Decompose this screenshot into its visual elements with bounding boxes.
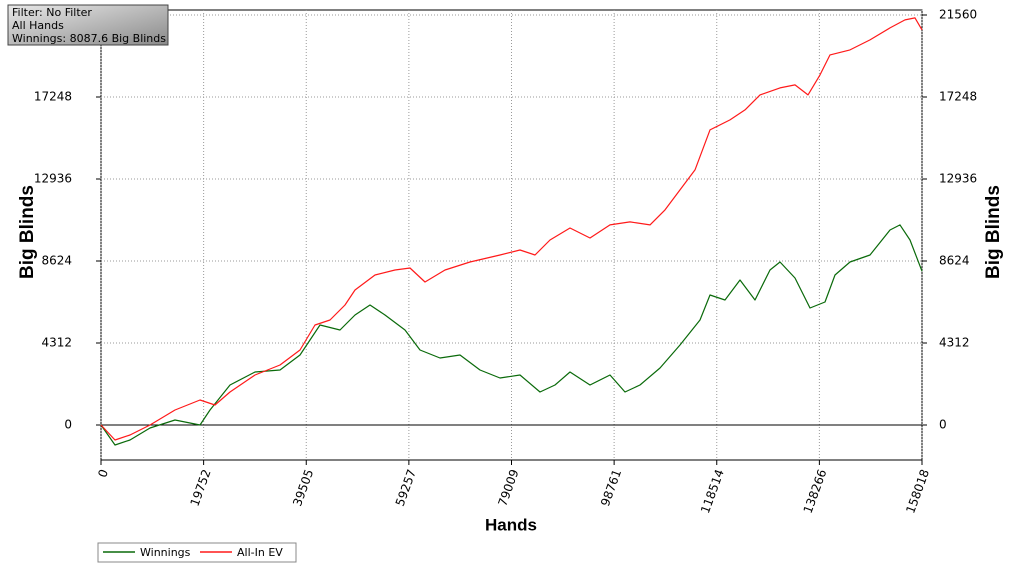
y-tick-label: 17248: [34, 90, 72, 104]
legend-label: Winnings: [140, 546, 191, 559]
y2-tick-label: 4312: [939, 336, 970, 350]
series-line: [100, 17, 923, 441]
filter-box: [7, 4, 169, 46]
x-tick-label: 118514: [698, 467, 727, 515]
legend: [97, 542, 297, 563]
y2-tick-label: 17248: [939, 90, 977, 104]
y-tick-label: 0: [64, 418, 72, 432]
y-axis-title: Big Blinds: [17, 185, 38, 279]
hands-text: All Hands: [12, 19, 64, 32]
x-tick-label: 0: [95, 467, 111, 479]
y2-tick-label: 0: [939, 418, 947, 432]
x-tick-label: 79009: [495, 467, 521, 508]
y2-tick-label: 21560: [939, 8, 977, 22]
winnings-text: Winnings: 8087.6 Big Blinds: [12, 32, 166, 45]
y2-tick-label: 12936: [939, 172, 977, 186]
legend-label: All-In EV: [237, 546, 283, 559]
filter-text: Filter: No Filter: [12, 6, 92, 19]
y-tick-label: 8624: [41, 254, 72, 268]
series-line: [100, 224, 923, 446]
x-tick-label: 19752: [188, 467, 214, 508]
x-tick-label: 98761: [598, 467, 624, 508]
x-tick-label: 138266: [801, 467, 830, 515]
y-tick-label: 12936: [34, 172, 72, 186]
x-tick-label: 39505: [290, 467, 316, 508]
x-axis-title: Hands: [485, 515, 537, 534]
series-lines: [100, 17, 923, 446]
y2-axis-title: Big Blinds: [983, 185, 1004, 279]
legend-items: Winnings All-In EV: [103, 546, 283, 559]
x-tick-label: 158018: [903, 467, 932, 515]
y2-tick-label: 8624: [939, 254, 970, 268]
y-tick-label: 4312: [41, 336, 72, 350]
x-tick-label: 59257: [393, 467, 419, 508]
